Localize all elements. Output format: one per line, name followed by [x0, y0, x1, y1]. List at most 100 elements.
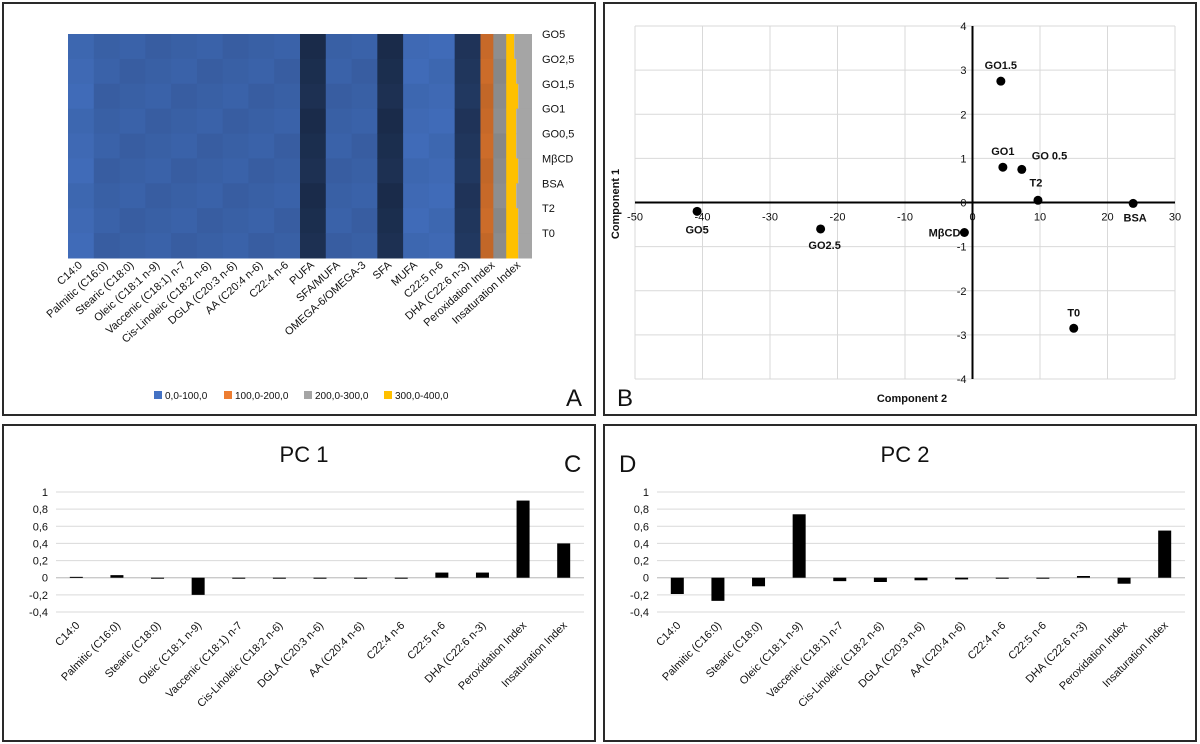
- heatmap-cell: [196, 158, 224, 184]
- heatmap-cell: [145, 158, 172, 184]
- heatmap-cell: [93, 34, 121, 60]
- heatmap-cell: [196, 108, 224, 135]
- chart-title: PC 2: [881, 442, 930, 467]
- heatmap-row-label: GO1: [542, 104, 565, 116]
- legend-label: 0,0-100,0: [165, 391, 208, 402]
- y-tick-label: -3: [957, 330, 967, 342]
- heatmap-cell-high: [506, 58, 517, 85]
- heatmap-cell: [428, 58, 456, 85]
- point-label: GO1.5: [985, 60, 1017, 72]
- heatmap-cell: [377, 108, 404, 135]
- y-tick-label: 0,2: [634, 556, 649, 568]
- heatmap-cell: [93, 58, 121, 85]
- heatmap-cell: [493, 34, 507, 60]
- heatmap-cell-mid: [516, 58, 532, 85]
- heatmap-cell: [377, 208, 404, 234]
- heatmap-row-label: GO0,5: [542, 129, 574, 141]
- y-tick-label: -0,2: [630, 590, 649, 602]
- heatmap-cell: [351, 34, 378, 60]
- heatmap-cell: [454, 58, 481, 85]
- heatmap-cell-mid: [516, 108, 532, 135]
- heatmap-cell: [377, 133, 404, 159]
- y-tick-label: 0,8: [33, 504, 48, 516]
- bar: [557, 543, 571, 578]
- legend-label: 100,0-200,0: [235, 391, 289, 402]
- heatmap-cell: [248, 83, 275, 110]
- heatmap-cell: [454, 183, 481, 209]
- heatmap-cell: [325, 158, 353, 184]
- x-tick-label: C14:0: [53, 620, 82, 649]
- legend-swatch: [384, 391, 392, 399]
- scatter-point: [1033, 195, 1043, 205]
- bar: [995, 577, 1009, 579]
- heatmap-cell: [119, 158, 146, 184]
- bar: [475, 572, 489, 578]
- heatmap-cell: [171, 158, 198, 184]
- heatmap-cell: [171, 133, 198, 159]
- heatmap-cell: [377, 83, 404, 110]
- heatmap-cell: [196, 133, 224, 159]
- y-axis-title: Component 1: [610, 169, 622, 239]
- heatmap-cell: [480, 158, 494, 184]
- heatmap-cell: [480, 133, 494, 159]
- heatmap-cell: [403, 58, 430, 85]
- bar: [670, 577, 684, 594]
- legend-swatch: [154, 391, 162, 399]
- heatmap-cell: [454, 34, 481, 60]
- heatmap-cell: [493, 58, 507, 85]
- heatmap-cell: [68, 158, 95, 184]
- heatmap-row-label: GO1,5: [542, 79, 574, 91]
- heatmap-cell: [325, 208, 353, 234]
- heatmap-cell: [274, 208, 301, 234]
- heatmap-cell: [325, 108, 353, 135]
- x-tick-label: C14:0: [654, 620, 683, 649]
- heatmap-cell: [428, 133, 456, 159]
- heatmap-cell-mid: [514, 34, 532, 60]
- heatmap-cell: [68, 183, 95, 209]
- legend-swatch: [304, 391, 312, 399]
- heatmap-cell: [145, 183, 172, 209]
- heatmap-cell-high: [506, 133, 517, 159]
- heatmap-cell: [119, 34, 146, 60]
- bar: [394, 577, 408, 579]
- point-label: GO2.5: [808, 240, 840, 252]
- heatmap-cell: [428, 158, 456, 184]
- heatmap-cell-high: [506, 208, 519, 234]
- heatmap-cell: [403, 233, 430, 259]
- heatmap-cell: [493, 83, 507, 110]
- heatmap-cell: [428, 183, 456, 209]
- x-axis-title: Component 2: [877, 393, 947, 405]
- heatmap-cell: [68, 58, 95, 85]
- heatmap-cell: [119, 183, 146, 209]
- panel-letter: B: [617, 385, 633, 412]
- heatmap-cell-high: [506, 158, 519, 184]
- y-tick-label: 0: [643, 573, 649, 585]
- heatmap-cell-high: [506, 34, 515, 60]
- heatmap-cell: [171, 208, 198, 234]
- heatmap-cell: [274, 183, 301, 209]
- heatmap-cell: [68, 208, 95, 234]
- heatmap-cell: [377, 233, 404, 259]
- heatmap-cell: [493, 183, 507, 209]
- heatmap-cell: [493, 158, 507, 184]
- heatmap-cell: [300, 183, 327, 209]
- heatmap-cell: [403, 108, 430, 135]
- heatmap-cell: [93, 233, 121, 259]
- heatmap-cell: [93, 133, 121, 159]
- heatmap-cell: [351, 158, 378, 184]
- y-tick-label: 0,4: [33, 538, 48, 550]
- heatmap-cell: [454, 133, 481, 159]
- heatmap-row-label: GO2,5: [542, 54, 574, 66]
- heatmap-cell: [351, 83, 378, 110]
- heatmap-cell: [93, 83, 121, 110]
- heatmap-cell: [428, 83, 456, 110]
- point-label: T2: [1030, 177, 1043, 189]
- heatmap-cell-mid: [518, 208, 532, 234]
- panel-letter: C: [564, 451, 581, 478]
- heatmap-cell: [274, 108, 301, 135]
- legend-label: 200,0-300,0: [315, 391, 369, 402]
- heatmap-cell: [222, 208, 249, 234]
- heatmap-cell: [274, 83, 301, 110]
- heatmap-cell: [248, 183, 275, 209]
